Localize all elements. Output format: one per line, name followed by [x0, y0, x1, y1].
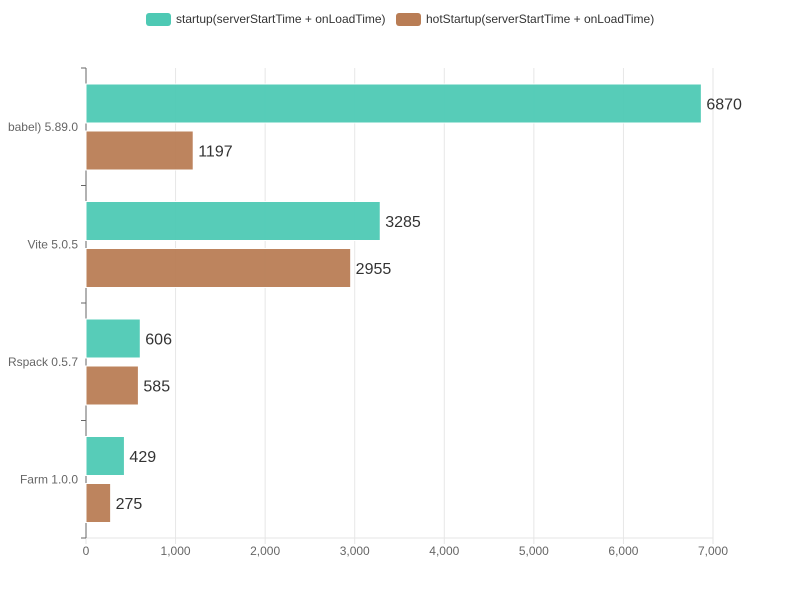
bar-startup-1[interactable] — [85, 201, 381, 241]
data-label-startup-0: 6870 — [706, 97, 742, 114]
x-tick-label: 2,000 — [250, 544, 280, 558]
bar-startup-3[interactable] — [85, 436, 125, 476]
data-label-hotstartup-3: 275 — [116, 496, 143, 513]
x-tick-label: 7,000 — [698, 544, 728, 558]
x-tick-label: 6,000 — [608, 544, 638, 558]
legend-swatch-hotstartup[interactable] — [396, 13, 421, 26]
y-category-label: babel) 5.89.0 — [8, 120, 78, 134]
bar-startup-0[interactable] — [85, 83, 702, 124]
legend-label-startup[interactable]: startup(serverStartTime + onLoadTime) — [176, 12, 386, 26]
legend-swatch-startup[interactable] — [146, 13, 171, 26]
x-tick-label: 5,000 — [519, 544, 549, 558]
bar-hotstartup-3[interactable] — [85, 483, 112, 523]
x-tick-label: 4,000 — [429, 544, 459, 558]
legend: startup(serverStartTime + onLoadTime) ho… — [146, 12, 654, 26]
data-label-hotstartup-2: 585 — [143, 379, 170, 396]
data-labels: 6870 3285 606 429 1197 2955 585 275 — [116, 97, 742, 514]
bar-hotstartup-1[interactable] — [85, 248, 352, 288]
y-category-label: Farm 1.0.0 — [20, 472, 78, 486]
data-label-startup-2: 606 — [145, 332, 172, 349]
data-label-startup-1: 3285 — [385, 214, 421, 231]
x-axis: 0 1,000 2,000 3,000 4,000 5,000 6,000 7,… — [83, 537, 728, 558]
data-label-hotstartup-1: 2955 — [356, 261, 392, 278]
y-category-label: Vite 5.0.5 — [28, 237, 79, 251]
bars — [85, 83, 702, 523]
y-category-label: Rspack 0.5.7 — [8, 355, 78, 369]
bar-hotstartup-2[interactable] — [85, 365, 139, 406]
x-tick-label: 0 — [83, 544, 90, 558]
y-axis: babel) 5.89.0 Vite 5.0.5 Rspack 0.5.7 Fa… — [8, 67, 87, 539]
bar-hotstartup-0[interactable] — [85, 130, 194, 171]
legend-label-hotstartup[interactable]: hotStartup(serverStartTime + onLoadTime) — [426, 12, 654, 26]
bar-startup-2[interactable] — [85, 318, 141, 359]
data-label-hotstartup-0: 1197 — [198, 144, 233, 161]
x-tick-label: 3,000 — [340, 544, 370, 558]
x-tick-label: 1,000 — [161, 544, 191, 558]
data-label-startup-3: 429 — [129, 449, 156, 466]
